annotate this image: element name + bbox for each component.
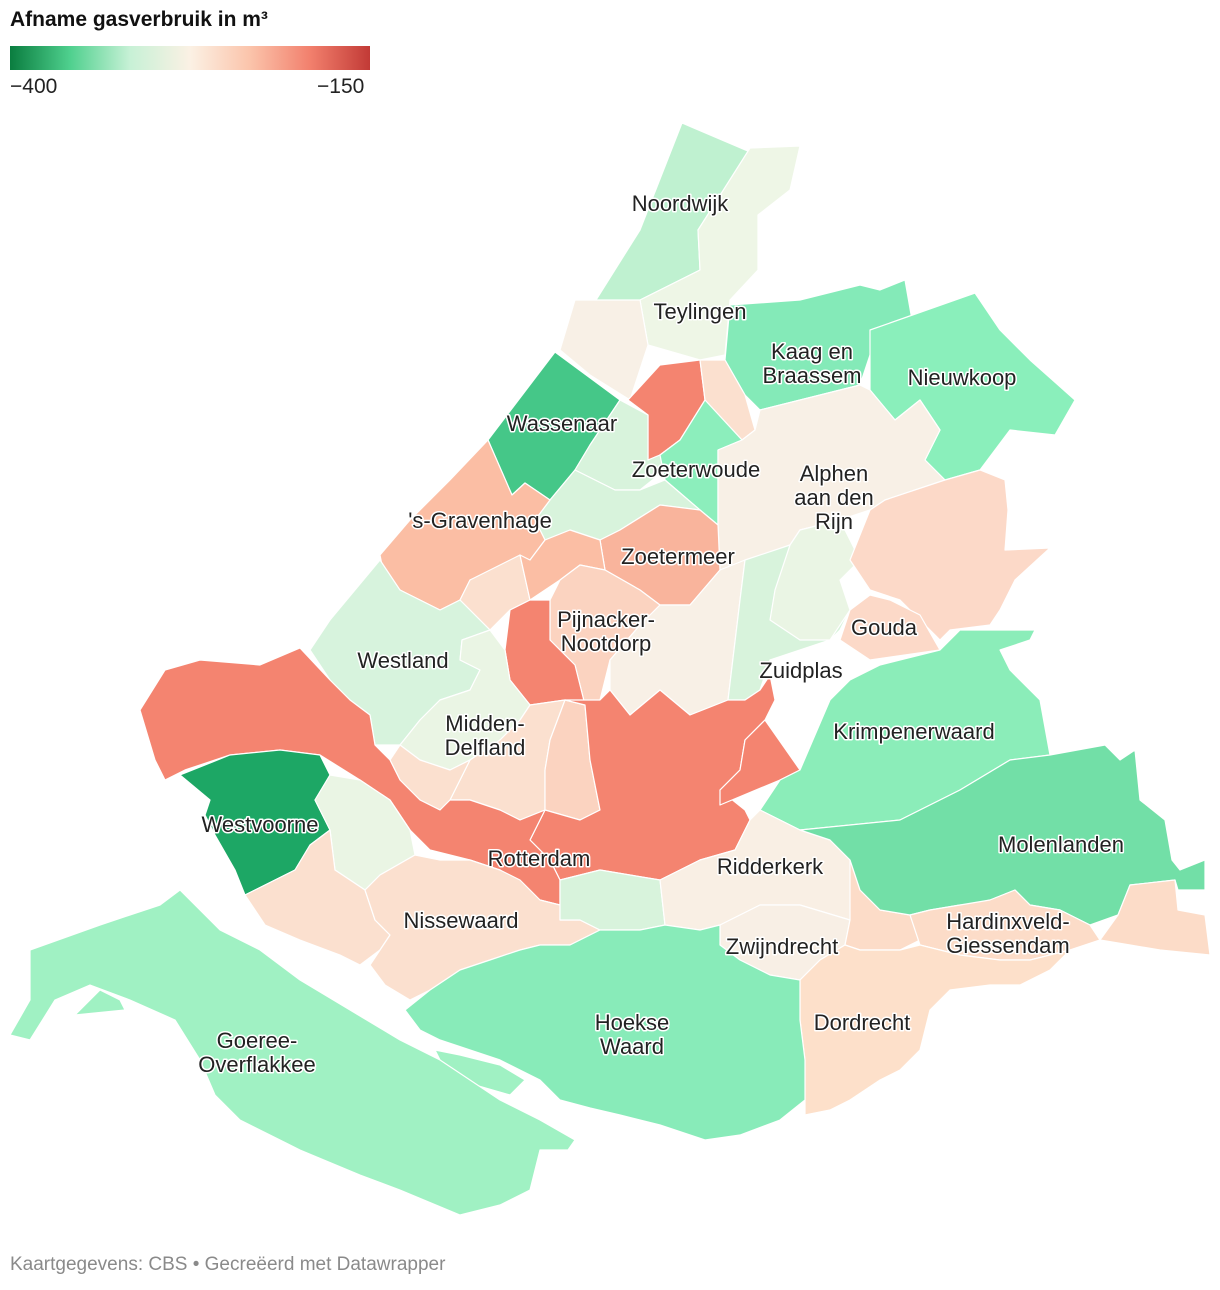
municipality-shapes [9,122,1211,1216]
municipality-bodegraven[interactable] [849,469,1051,641]
label-teylingen: Teylingen [654,299,747,324]
municipality-dordrecht[interactable] [799,944,1071,1116]
label-nissewaard: Nissewaard [404,908,519,933]
label-ridderkerk: Ridderkerk [717,854,824,879]
municipality-goeree-islet[interactable] [74,989,126,1016]
label-zoetermeer: Zoetermeer [621,544,735,569]
municipality-gouda[interactable] [839,594,941,661]
label-zuidplas: Zuidplas [759,658,842,683]
label-kaag-en-braassem-line1: Kaag en [771,339,853,364]
label-zoeterwoude: Zoeterwoude [632,457,760,482]
label-alphen-line1: Alphen [800,461,869,486]
municipality-noordwijkerhout[interactable] [559,299,649,401]
label-noordwijk: Noordwijk [632,191,730,216]
label-wassenaar: Wassenaar [507,411,617,436]
municipality-goeree-overflakkee[interactable] [9,889,576,1216]
legend-min-label: −400 [10,75,58,98]
label-zwijndrecht: Zwijndrecht [726,934,838,959]
municipality-gorinchem[interactable] [1099,879,1211,956]
label-goeree-line2: Overflakkee [198,1052,315,1077]
label-dordrecht: Dordrecht [814,1010,911,1035]
label-nieuwkoop: Nieuwkoop [908,365,1017,390]
legend-max-label: −150 [317,75,365,98]
map-labels: Noordwijk Teylingen Kaag en Braassem Nie… [197,190,1126,1079]
label-gravenhage: 's-Gravenhage [408,508,552,533]
footer-credits: Kaartgegevens: CBS • Gecreëerd met Dataw… [10,1254,446,1275]
label-pijnacker-line2: Nootdorp [561,631,652,656]
label-molenlanden: Molenlanden [998,832,1124,857]
label-hardinxveld-line2: Giessendam [946,933,1070,958]
label-alphen-line2: aan den [794,485,874,510]
label-midden-delfland-line1: Midden- [445,711,524,736]
legend-color-scale [10,46,370,70]
label-gouda: Gouda [851,615,918,640]
label-pijnacker-line1: Pijnacker- [557,607,655,632]
label-rotterdam: Rotterdam [488,846,591,871]
label-krimpenerwaard: Krimpenerwaard [833,719,994,744]
label-hardinxveld-line1: Hardinxveld- [946,909,1070,934]
label-midden-delfland-line2: Delfland [445,735,526,760]
label-goeree-line1: Goeree- [217,1028,298,1053]
label-hoekse-waard-line1: Hoekse [595,1010,670,1035]
label-westvoorne: Westvoorne [202,812,319,837]
label-kaag-en-braassem-line2: Braassem [762,363,861,388]
municipality-hoekse-waard[interactable] [404,924,806,1141]
label-alphen-line3: Rijn [815,509,853,534]
label-westland: Westland [357,648,448,673]
legend-title: Afname gasverbruik in m³ [10,8,268,31]
municipality-voorschoten[interactable] [574,399,681,491]
label-hoekse-waard-line2: Waard [600,1034,664,1059]
